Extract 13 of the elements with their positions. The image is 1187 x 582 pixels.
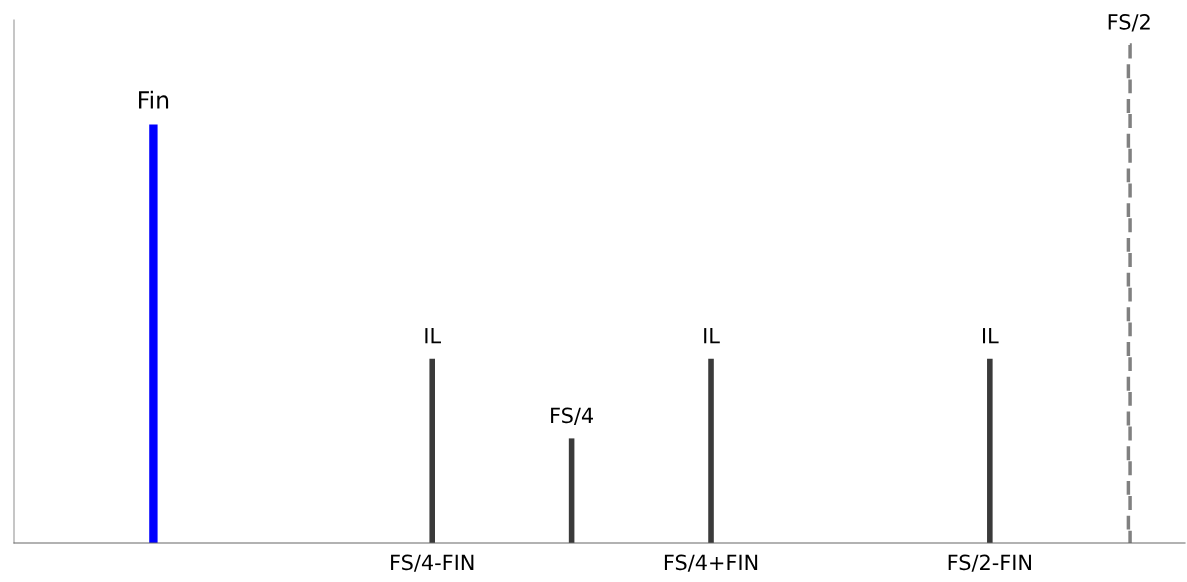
series-label: FS/2	[1108, 14, 1150, 32]
bar	[429, 358, 435, 543]
bar	[987, 358, 993, 543]
series-label: Fin	[139, 90, 169, 109]
x-tick-label: FS/4+FIN	[664, 554, 758, 572]
x-tick-label: FS/2-FIN	[948, 554, 1031, 572]
series-label: FS/4	[551, 407, 594, 425]
text: IL	[425, 328, 441, 344]
text: IL	[983, 328, 999, 344]
bar	[708, 358, 714, 543]
bar	[149, 124, 158, 543]
series-label: IL	[704, 328, 720, 344]
x-tick-label: FS/4-FIN	[391, 554, 474, 572]
